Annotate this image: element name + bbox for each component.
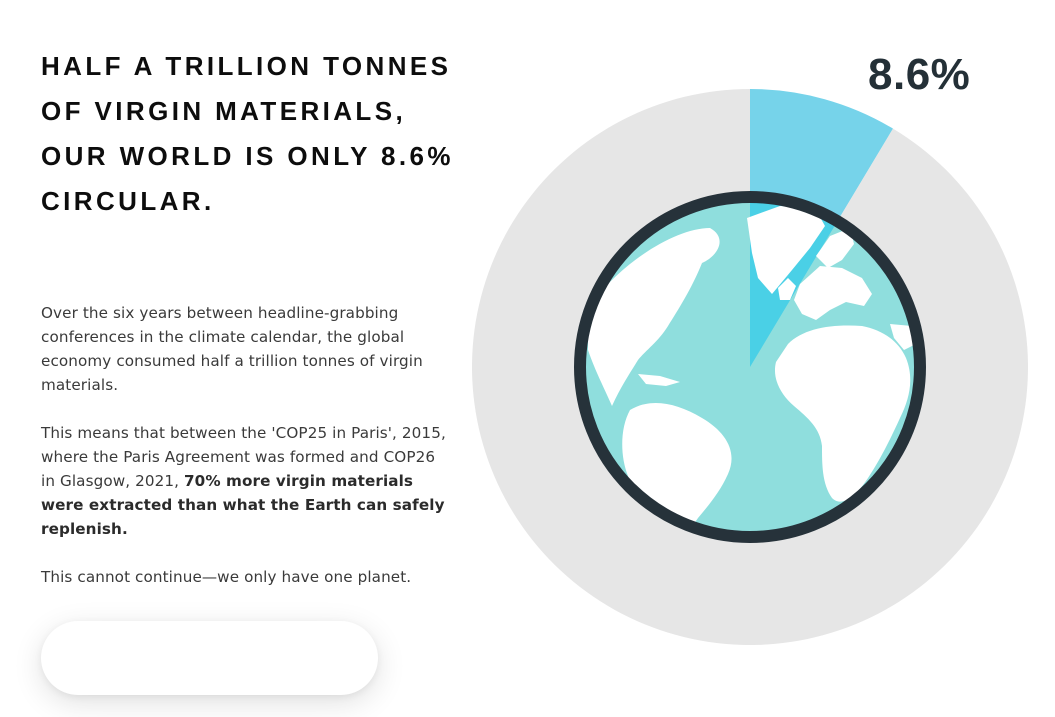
paragraph-cop-comparison: This means that between the 'COP25 in Pa… [41,421,451,541]
globe-land [588,206,915,532]
body-copy: Over the six years between headline-grab… [41,301,451,613]
headline: HALF A TRILLION TONNES OF VIRGIN MATERIA… [41,51,454,216]
paragraph-cop-plain: This means that between the 'COP25 in Pa… [41,424,446,490]
earth-globe-icon [574,191,926,543]
paragraph-cop-bold: 70% more virgin materials were extracted… [41,472,445,538]
cta-button[interactable] [41,621,378,695]
circularity-pie-chart [472,89,1028,645]
paragraph-one-planet: This cannot continue—we only have one pl… [41,568,412,586]
globe-ring [574,191,926,543]
paragraph-consumption: Over the six years between headline-grab… [41,304,423,394]
percent-label: 8.6% [868,50,971,99]
